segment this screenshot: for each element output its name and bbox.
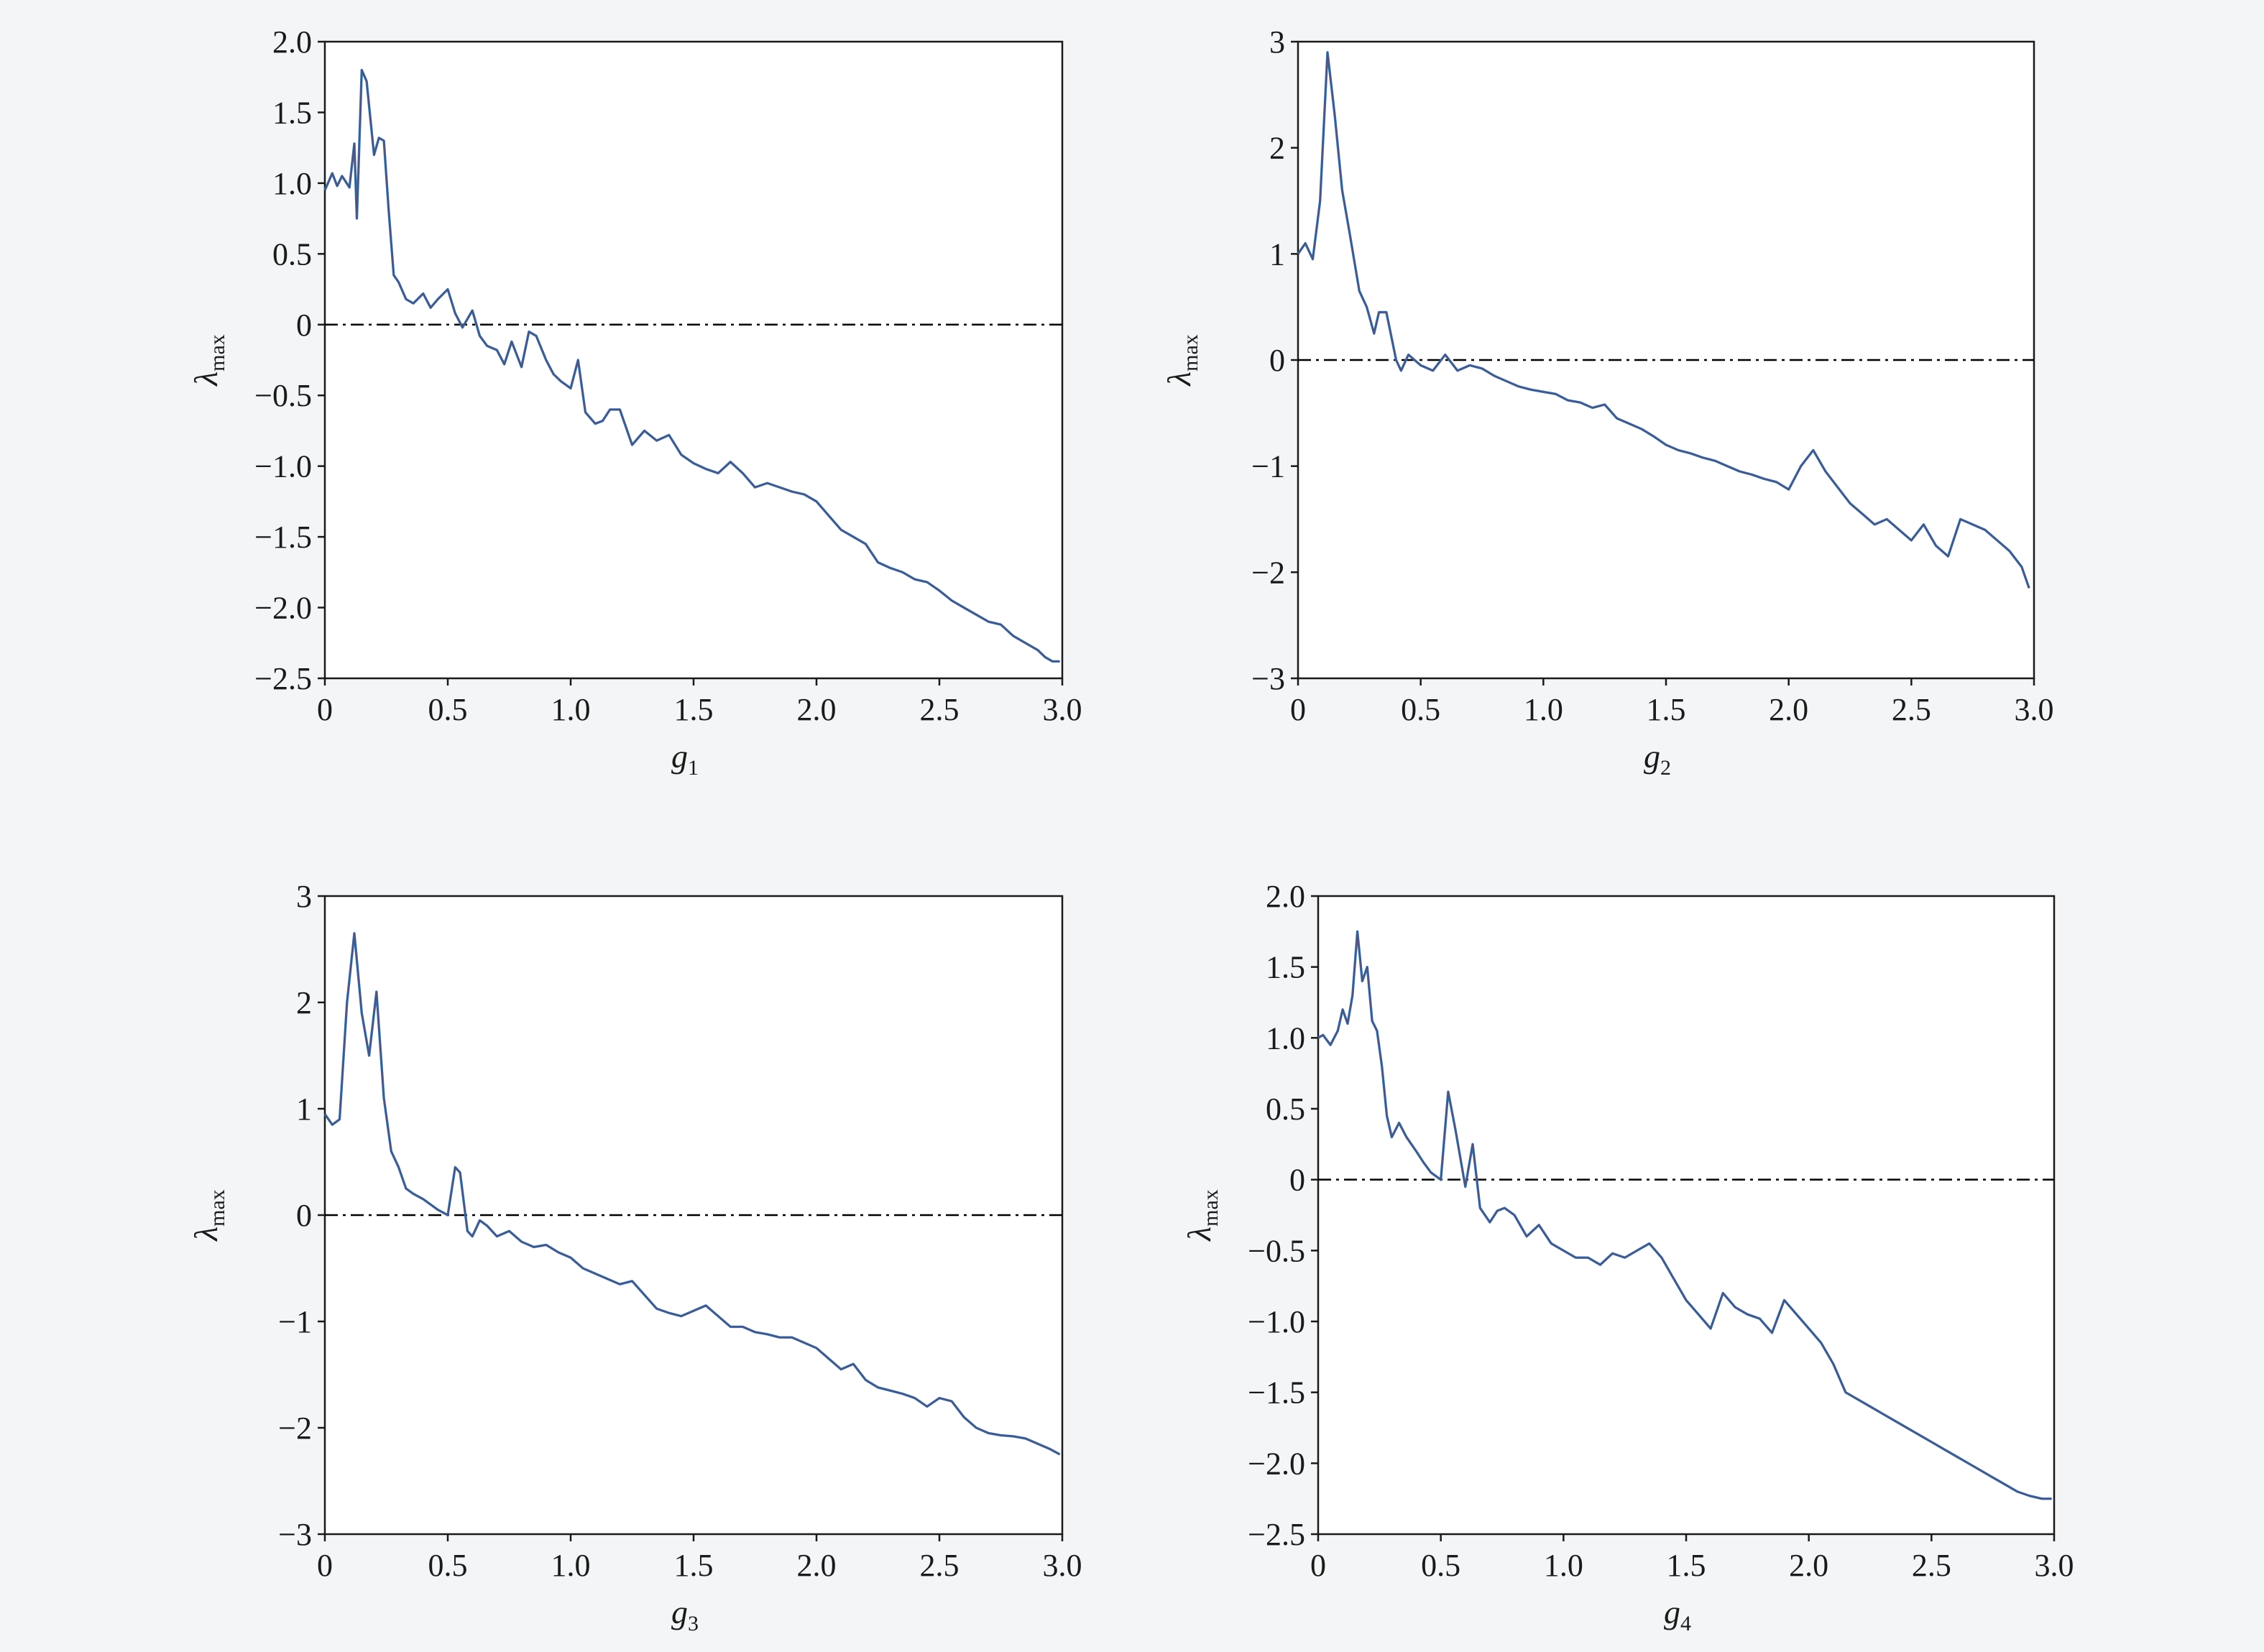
chart-panel-g2: 0 0.5 1.0 1.5 2.0 2.5 3.0 3 2 1 0 −1 −2 −3 g2 λmax	[1161, 24, 2054, 780]
y-tick-label: −1.0	[1248, 1304, 1305, 1339]
x-tick-label: 3.0	[1043, 692, 1082, 727]
y-tick-label: −2.5	[1248, 1517, 1305, 1552]
x-tick-label: 3.0	[2035, 1548, 2074, 1583]
y-tick-label: 1.0	[1266, 1020, 1305, 1056]
y-axis-label: λmax	[188, 1189, 229, 1242]
x-tick-label: 1.0	[1544, 1548, 1583, 1583]
y-tick-label: 3	[296, 879, 312, 914]
x-tick-label: 1.5	[674, 1548, 714, 1583]
chart-panel-g1: 0 0.5 1.0 1.5 2.0 2.5 3.0 2.0 1.5 1.0 0.5 0 −0.5 −1.0…	[188, 24, 1082, 780]
x-tick-label: 1.0	[551, 692, 591, 727]
y-tick-label: 3	[1269, 24, 1285, 60]
y-tick-label: 0.5	[272, 236, 312, 272]
x-tick-label: 0	[1310, 1548, 1326, 1583]
y-axis-label: λmax	[188, 334, 229, 387]
plot-frame	[323, 40, 1064, 680]
y-tick-label: −2	[278, 1411, 312, 1446]
y-tick-label: 0	[1289, 1163, 1305, 1198]
y-tick-label: −1	[1251, 449, 1285, 484]
series-line-overlay	[1297, 51, 2030, 589]
y-tick-label: 2.0	[1266, 879, 1305, 914]
y-tick-label: 2	[296, 985, 312, 1020]
y-tick-label: −1.5	[1248, 1375, 1305, 1411]
x-tick-label: 2.0	[797, 692, 837, 727]
y-tick-label: −3	[1251, 661, 1285, 696]
x-axis-label: g1	[671, 738, 699, 780]
y-tick-label: 0	[1269, 343, 1285, 378]
x-tick-label: 0.5	[1401, 692, 1440, 727]
y-tick-label: −1.5	[254, 520, 312, 555]
x-tick-label: 3.0	[1043, 1548, 1082, 1583]
x-tick-label: 0.5	[428, 1548, 468, 1583]
x-tick-label: 0.5	[1421, 1548, 1460, 1583]
y-tick-label: 1	[296, 1092, 312, 1127]
y-axis-label: λmax	[1181, 1189, 1223, 1242]
y-tick-label: 0	[296, 1198, 312, 1233]
x-tick-label: 1.0	[1524, 692, 1563, 727]
x-tick-label: 2.5	[1912, 1548, 1951, 1583]
y-tick-label: −0.5	[1248, 1233, 1305, 1268]
y-tick-label: −1.0	[254, 449, 312, 484]
x-axis-label: g4	[1664, 1594, 1691, 1635]
y-tick-label: −2	[1251, 555, 1285, 590]
series-line-overlay	[324, 69, 1060, 663]
x-tick-label: 2.5	[920, 1548, 960, 1583]
x-tick-label: 0	[1290, 692, 1306, 727]
y-tick-label: 2	[1269, 131, 1285, 166]
y-tick-label: 0.5	[1266, 1092, 1305, 1127]
y-tick-label: 2.0	[272, 24, 312, 60]
series-line-overlay	[1317, 931, 2052, 1500]
x-tick-label: 2.0	[1769, 692, 1808, 727]
y-tick-label: 1.5	[272, 95, 312, 130]
y-tick-label: −2.5	[254, 661, 312, 696]
x-tick-label: 1.5	[1647, 692, 1686, 727]
y-tick-label: −1	[278, 1304, 312, 1339]
x-tick-label: 0	[317, 1548, 333, 1583]
y-axis-label: λmax	[1161, 334, 1202, 387]
x-axis-label: g2	[1644, 738, 1671, 780]
x-tick-label: 2.5	[1892, 692, 1931, 727]
y-tick-label: 1	[1269, 236, 1285, 272]
y-tick-label: 0	[296, 308, 312, 343]
y-tick-label: −0.5	[254, 378, 312, 413]
x-tick-label: 2.5	[920, 692, 960, 727]
series-line-overlay	[324, 932, 1061, 1455]
y-tick-label: −2.0	[254, 591, 312, 626]
y-tick-label: −3	[278, 1517, 312, 1552]
x-tick-label: 3.0	[2015, 692, 2054, 727]
x-tick-label: 1.0	[551, 1548, 591, 1583]
chart-panel-g4: 0 0.5 1.0 1.5 2.0 2.5 3.0 2.0 1.5 1.0 0.5 0 −0.5 −1.0…	[1181, 879, 2074, 1635]
x-tick-label: 1.5	[674, 692, 714, 727]
y-tick-label: −2.0	[1248, 1446, 1305, 1481]
x-axis-label: g3	[671, 1594, 699, 1635]
x-tick-label: 0.5	[428, 692, 468, 727]
y-tick-label: 1.5	[1266, 950, 1305, 985]
x-tick-label: 0	[317, 692, 333, 727]
chart-panel-g3: 0 0.5 1.0 1.5 2.0 2.5 3.0 3 2 1 0 −1 −2 −3 g3 λmax	[188, 879, 1082, 1635]
y-tick-label: 1.0	[272, 166, 312, 201]
x-tick-label: 1.5	[1667, 1548, 1706, 1583]
x-tick-label: 2.0	[797, 1548, 837, 1583]
x-tick-label: 2.0	[1789, 1548, 1828, 1583]
plot-frame	[1317, 895, 2056, 1536]
